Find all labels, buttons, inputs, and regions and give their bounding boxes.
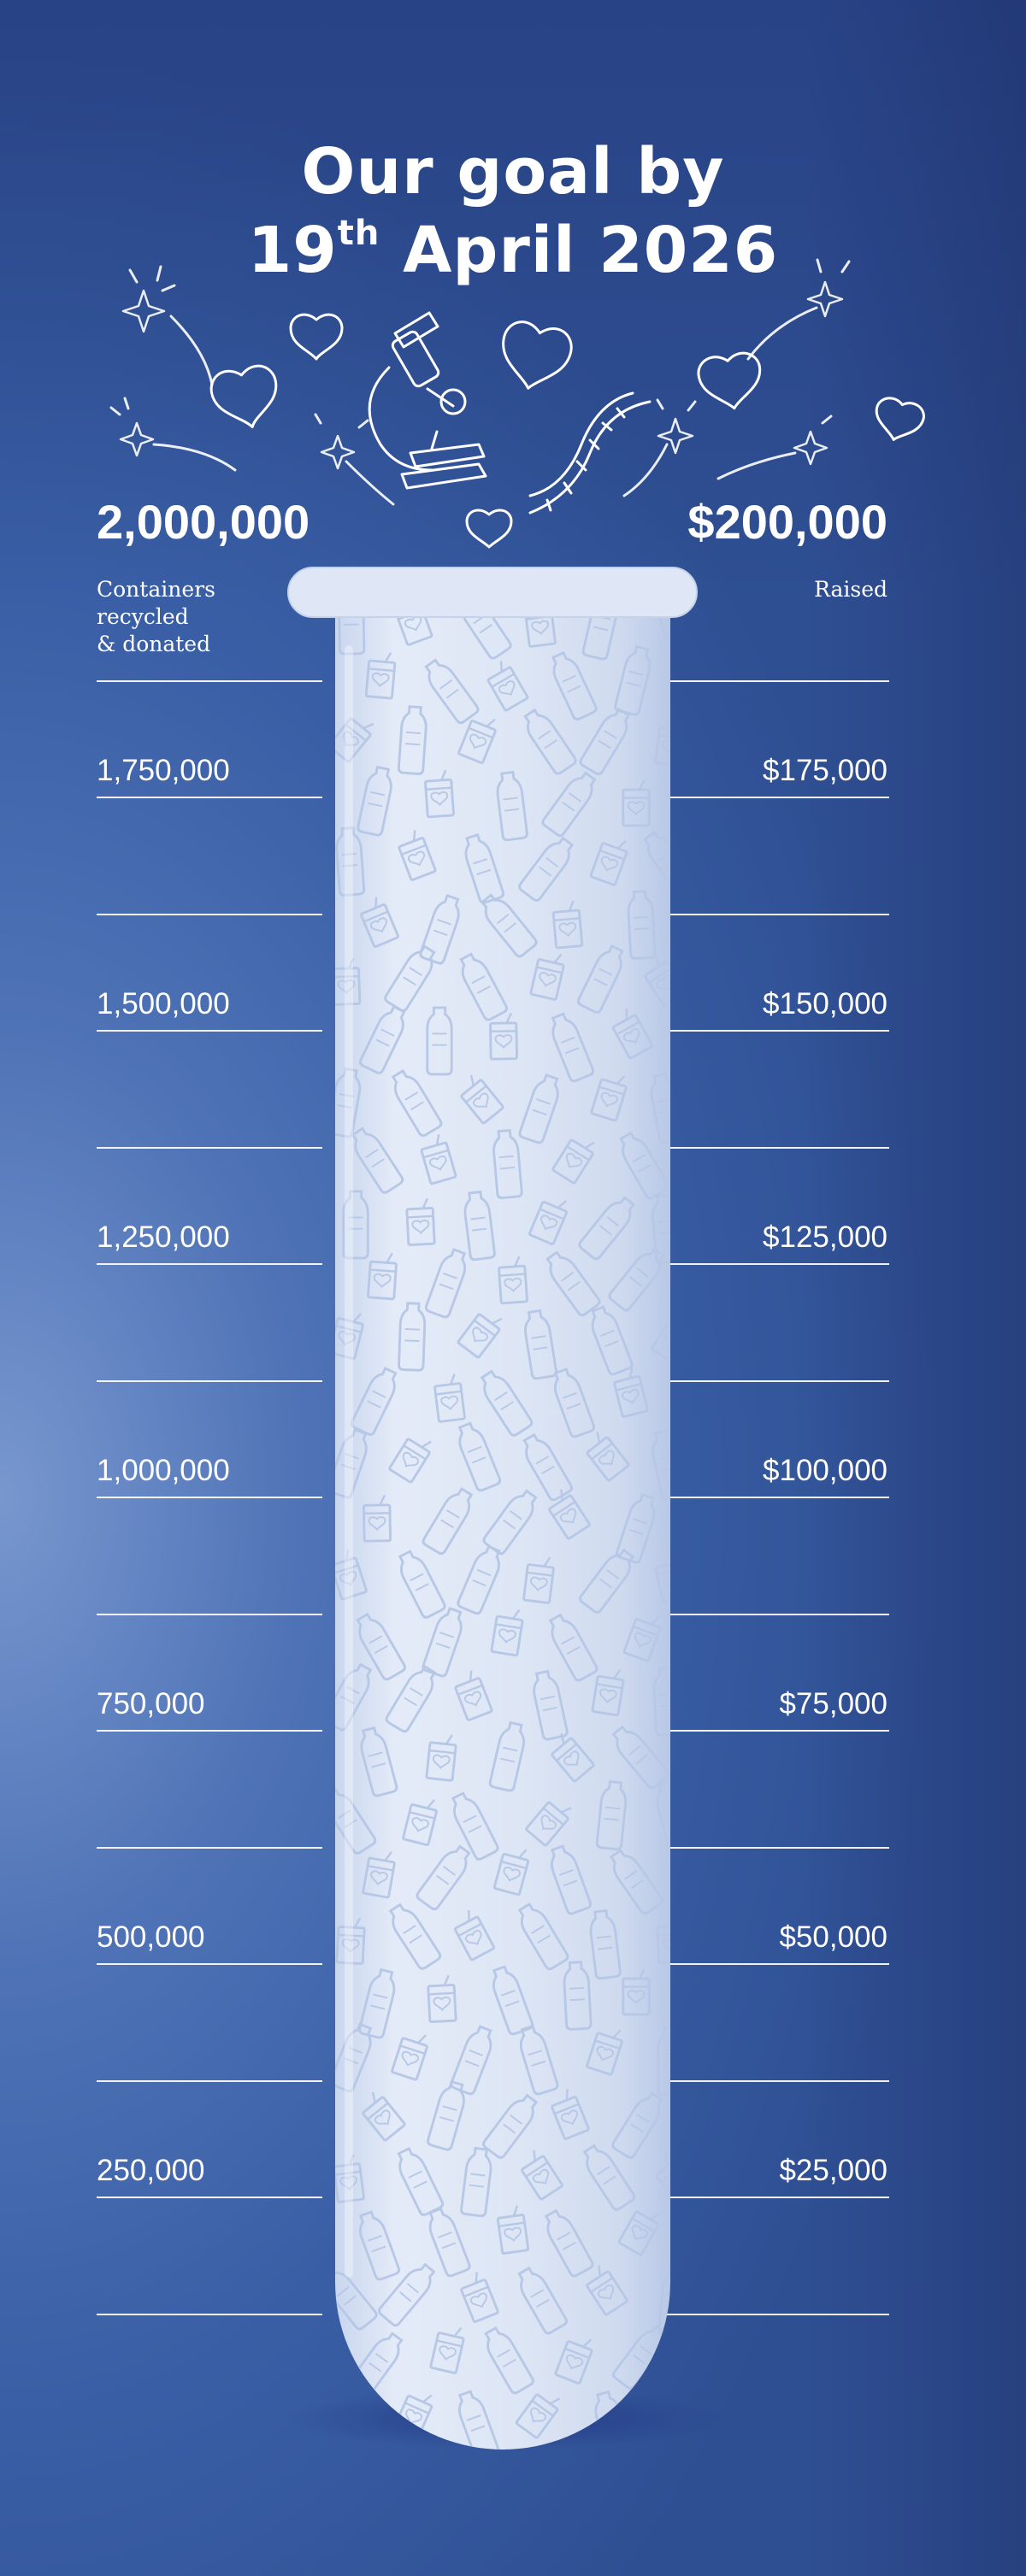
containers-tick-label: 500,000 [97, 1920, 205, 1954]
left-rule [97, 1730, 322, 1732]
date-suffix: th [337, 214, 380, 253]
microscope-icon [368, 311, 487, 490]
containers-caption-line: & donated [97, 632, 211, 656]
money-tick-label: $125,000 [763, 1220, 887, 1254]
left-rule [97, 1380, 322, 1382]
sparkle-icon [109, 397, 237, 472]
right-rule [658, 1614, 889, 1615]
left-rule [97, 1030, 322, 1032]
money-tick-label: $175,000 [763, 754, 887, 787]
containers-goal-total: 2,000,000 [97, 495, 310, 549]
containers-caption: Containers recycled & donated [97, 576, 268, 658]
tube-body [335, 598, 670, 2450]
containers-caption-line: recycled [97, 604, 189, 629]
money-tick-label: $50,000 [779, 1920, 887, 1954]
left-rule [97, 1963, 322, 1965]
containers-tick-label: 250,000 [97, 2154, 205, 2187]
sparkle-icon [121, 265, 214, 386]
left-rule [97, 2080, 322, 2082]
right-rule [658, 1380, 889, 1382]
doodle-illustrations [109, 258, 925, 549]
left-rule [97, 2197, 322, 2198]
left-rule [97, 797, 322, 798]
heart-icon [465, 509, 513, 549]
containers-tick-label: 1,750,000 [97, 754, 230, 787]
right-rule [658, 2197, 889, 2198]
heart-icon [209, 364, 278, 429]
containers-tick-label: 750,000 [97, 1687, 205, 1720]
date-day: 19 [247, 214, 338, 287]
containers-tick-label: 1,500,000 [97, 987, 230, 1020]
right-rule [658, 1030, 889, 1032]
heart-icon [289, 313, 344, 361]
left-rule [97, 1263, 322, 1265]
right-rule [658, 1847, 889, 1849]
money-tick-label: $25,000 [779, 2154, 887, 2187]
sparkle-icon [746, 258, 851, 361]
right-rule [658, 680, 889, 682]
containers-tick-label: 1,000,000 [97, 1454, 230, 1487]
right-rule [658, 797, 889, 798]
left-rule [97, 680, 322, 682]
headline-line-1: Our goal by [301, 135, 725, 209]
sparkle-icon [716, 415, 833, 480]
right-rule [658, 1147, 889, 1149]
left-rule [97, 1614, 322, 1615]
right-rule [658, 2080, 889, 2082]
right-rule [658, 914, 889, 915]
heart-icon [875, 397, 925, 441]
sparkle-icon [314, 413, 395, 506]
goal-headline: Our goal by 19th April 2026 [0, 132, 1026, 290]
heart-icon [697, 351, 761, 410]
money-caption: Raised [814, 577, 887, 602]
money-tick-label: $100,000 [763, 1454, 887, 1487]
right-rule [658, 1730, 889, 1732]
dna-icon [528, 391, 652, 515]
left-rule [97, 914, 322, 915]
money-tick-label: $75,000 [779, 1687, 887, 1720]
heart-icon [502, 321, 573, 390]
money-goal-total: $200,000 [687, 495, 887, 549]
right-rule [658, 2314, 889, 2315]
sparkle-icon [622, 398, 697, 497]
money-tick-label: $150,000 [763, 987, 887, 1020]
left-rule [97, 1497, 322, 1498]
containers-caption-line: Containers [97, 577, 215, 602]
containers-tick-label: 1,250,000 [97, 1220, 230, 1254]
left-rule [97, 1847, 322, 1849]
date-rest: April 2026 [380, 214, 779, 287]
left-rule [97, 2314, 322, 2315]
right-rule [658, 1963, 889, 1965]
right-rule [658, 1497, 889, 1498]
right-rule [658, 1263, 889, 1265]
tube-rim [287, 567, 698, 618]
left-rule [97, 1147, 322, 1149]
headline-line-2: 19th April 2026 [0, 211, 1026, 290]
